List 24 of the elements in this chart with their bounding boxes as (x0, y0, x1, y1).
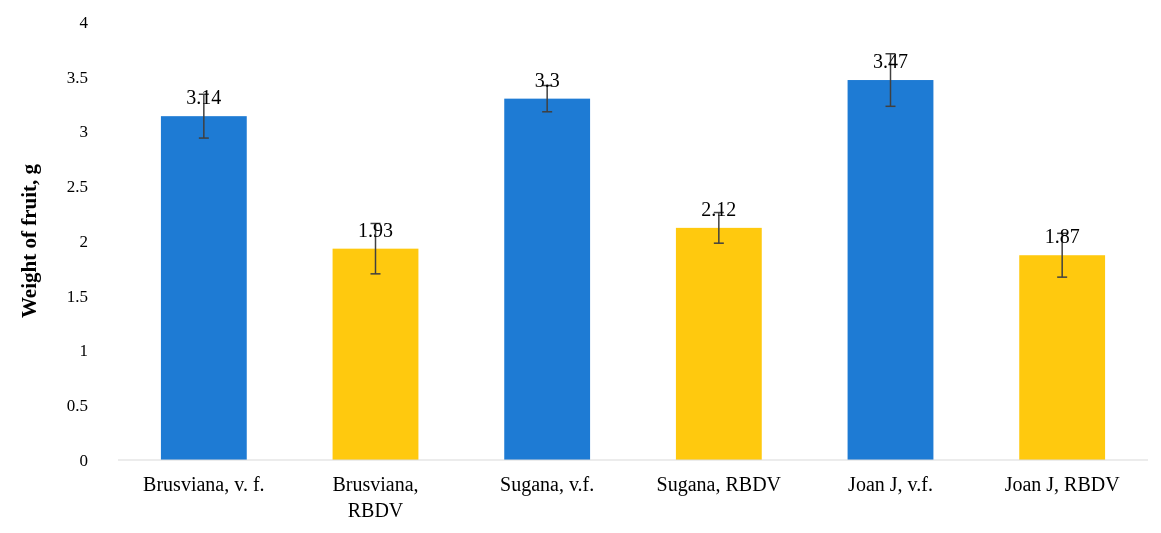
x-tick-label: Sugana, RBDV (656, 473, 782, 496)
y-tick-label: 0.5 (66, 396, 88, 416)
y-tick-label: 3 (79, 122, 88, 142)
data-label: 2.12 (701, 197, 737, 220)
bar (847, 80, 934, 460)
bar (504, 98, 591, 460)
y-tick-label: 2 (79, 231, 88, 251)
bar (332, 248, 419, 460)
x-tick-label: Joan J, v.f. (848, 473, 933, 495)
y-tick-label: 1.5 (66, 286, 88, 306)
data-label: 3.3 (534, 68, 560, 91)
x-tick-label: Brusviana, v. f. (143, 473, 265, 495)
y-tick-label: 1 (79, 341, 88, 361)
y-tick-label: 4 (79, 12, 89, 32)
y-tick-label: 3.5 (66, 67, 88, 87)
x-tick-label: Joan J, RBDV (1004, 473, 1121, 495)
x-tick-label: Sugana, v.f. (500, 473, 595, 496)
bar (160, 116, 247, 460)
y-tick-label: 0 (79, 450, 88, 470)
y-tick-label: 2.5 (66, 177, 88, 197)
x-tick-label: Brusviana, RBDV (332, 473, 419, 521)
y-axis-title: Weight of fruit, g (17, 163, 41, 318)
bar (1019, 255, 1106, 460)
bar (675, 227, 762, 460)
